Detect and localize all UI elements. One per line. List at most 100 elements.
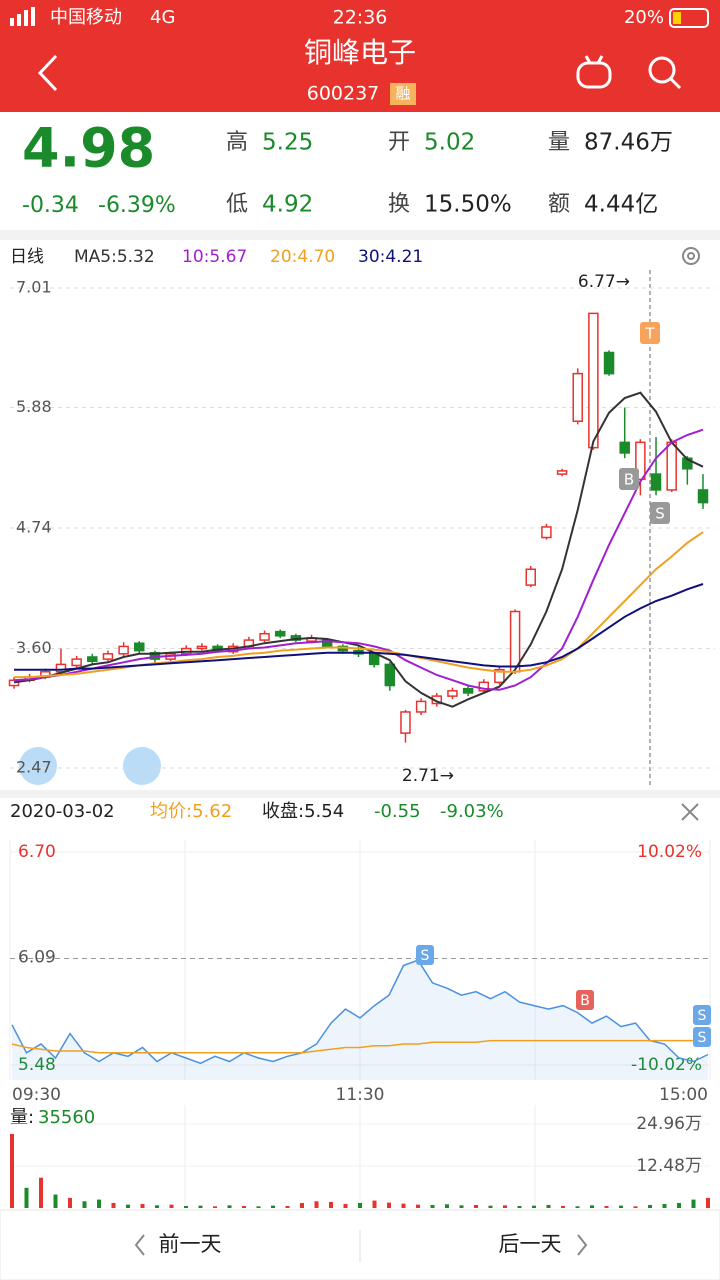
volume-bar [24, 1187, 29, 1208]
candle-body [196, 645, 208, 650]
battery-icon [669, 8, 709, 28]
volume-bar [546, 1204, 551, 1208]
field-label: 额 [548, 192, 570, 217]
stock-name: 铜峰电子 [304, 36, 416, 69]
volume-bar [53, 1194, 58, 1208]
candle-body [556, 470, 568, 475]
field-label: 高 [226, 130, 248, 155]
volume-bar [111, 1202, 116, 1208]
next-arrow[interactable] [577, 1234, 588, 1256]
candle-body [494, 668, 505, 684]
prev-arrow[interactable] [134, 1234, 145, 1256]
signal-badge [619, 468, 639, 490]
price-line [11, 959, 709, 1065]
volume-bar [329, 1201, 333, 1208]
pct-label: 10.02% [637, 842, 702, 862]
y-tick-label: 6.70 [18, 842, 56, 862]
candle-body [400, 711, 411, 734]
intraday-item: -9.03% [440, 801, 504, 822]
next-day[interactable]: 后一天 [499, 1232, 562, 1256]
y-tick-label: 4.74 [16, 518, 52, 537]
volume-bar [82, 1201, 87, 1208]
candle-body [118, 645, 129, 655]
volume-bar [271, 1205, 275, 1208]
separator [0, 790, 720, 798]
volume-bar [39, 1177, 43, 1208]
network: 4G [150, 7, 175, 28]
candle-body [368, 653, 380, 666]
volume-bar [97, 1199, 101, 1208]
annotation: 2.71→ [402, 766, 454, 786]
candle-body [525, 568, 536, 586]
volume-bar [677, 1202, 681, 1208]
annotation: 6.77→ [578, 272, 630, 292]
signal-label: B [624, 471, 634, 489]
robot-icon[interactable] [576, 55, 612, 89]
volume-label: 量: [10, 1107, 34, 1128]
candle-body [259, 632, 270, 641]
candle-body [541, 526, 552, 539]
battery-text: 20% [624, 7, 664, 28]
candle-body [134, 642, 145, 652]
signal-badge [693, 1027, 711, 1047]
signal-label: T [644, 325, 655, 343]
volume-bar [604, 1205, 609, 1208]
carrier: 中国移动 [50, 7, 122, 28]
volume-bar [387, 1202, 391, 1208]
separator [0, 230, 720, 240]
time-label: 11:30 [336, 1085, 385, 1105]
legend-entry: MA5:5.32 [74, 247, 155, 267]
field-label: 开 [388, 130, 410, 155]
rewind-button[interactable] [19, 747, 57, 785]
volume-bar [68, 1197, 72, 1208]
signal-label: S [698, 1030, 707, 1046]
time-label: 09:30 [12, 1085, 61, 1105]
field-value: 5.02 [424, 130, 475, 156]
volume-bar [372, 1200, 377, 1208]
y-tick-label: 3.60 [16, 638, 52, 657]
volume-bar [256, 1206, 261, 1208]
back-button[interactable] [37, 54, 58, 92]
v-tick-label: 24.96万 [636, 1114, 702, 1134]
field-label: 低 [226, 192, 248, 217]
field-value: 5.25 [262, 130, 313, 156]
volume-bar [285, 1205, 290, 1208]
volume-bar [10, 1133, 14, 1208]
candle-body [102, 653, 114, 660]
volume-value: 35560 [38, 1107, 95, 1128]
candle-body [8, 679, 20, 687]
battery-level [673, 12, 681, 24]
volume-bar [706, 1197, 710, 1208]
ma-line [13, 428, 704, 691]
search-icon[interactable] [648, 56, 682, 90]
close-button[interactable] [681, 803, 699, 821]
signal-badge [693, 1005, 711, 1025]
y-tick-label: 6.09 [18, 948, 56, 968]
candle-body [588, 312, 599, 449]
volume-bar [401, 1203, 406, 1208]
volume-bar [488, 1205, 493, 1208]
legend-entry: 30:4.21 [358, 247, 423, 267]
volume-bar [314, 1201, 319, 1208]
volume-bar [648, 1204, 652, 1208]
y-tick-label: 7.01 [16, 278, 52, 297]
volume-bar [517, 1205, 522, 1208]
expand-button[interactable] [123, 747, 161, 785]
volume-bar [300, 1202, 304, 1208]
prev-day[interactable]: 前一天 [159, 1232, 222, 1256]
price-area [12, 960, 708, 1080]
volume-bar [126, 1204, 130, 1208]
signal-badge [416, 945, 434, 965]
volume-bar [358, 1202, 362, 1208]
signal-label: S [421, 948, 430, 964]
candle-body [87, 656, 98, 662]
volume-bar [430, 1204, 435, 1208]
signal-icon [10, 7, 35, 26]
volume-bar [474, 1204, 478, 1208]
intraday-date: 2020-03-02 [10, 801, 115, 822]
time-label: 15:00 [659, 1085, 708, 1105]
settings-icon[interactable] [682, 247, 700, 265]
margin-tag: 融 [395, 85, 410, 103]
